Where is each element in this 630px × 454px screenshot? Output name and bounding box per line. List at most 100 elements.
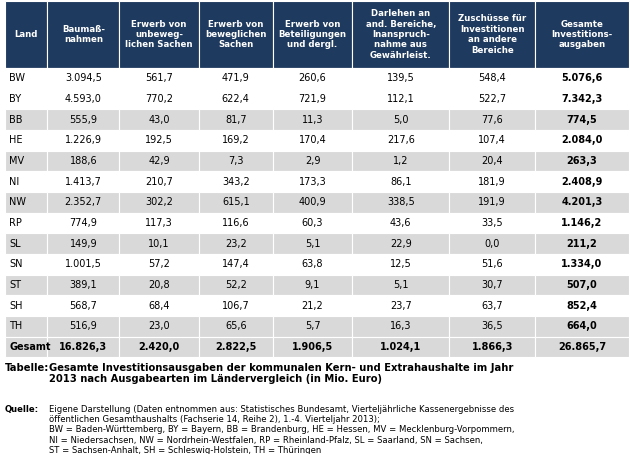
Text: RP: RP bbox=[9, 218, 22, 228]
Text: 2.352,7: 2.352,7 bbox=[65, 197, 102, 207]
Bar bbox=[535, 172, 629, 192]
Text: 107,4: 107,4 bbox=[478, 135, 506, 145]
Bar bbox=[47, 275, 119, 295]
Text: 1.866,3: 1.866,3 bbox=[471, 342, 513, 352]
Text: 20,8: 20,8 bbox=[148, 280, 170, 290]
Bar bbox=[5, 275, 47, 295]
Text: 43,0: 43,0 bbox=[148, 115, 170, 125]
Text: 173,3: 173,3 bbox=[299, 177, 326, 187]
Text: ST: ST bbox=[9, 280, 21, 290]
Bar bbox=[5, 212, 47, 233]
Text: 2.408,9: 2.408,9 bbox=[561, 177, 603, 187]
Text: 86,1: 86,1 bbox=[390, 177, 411, 187]
Text: 5,7: 5,7 bbox=[305, 321, 320, 331]
Text: 774,5: 774,5 bbox=[566, 115, 597, 125]
Bar bbox=[449, 89, 535, 109]
Bar bbox=[47, 151, 119, 171]
Bar bbox=[47, 1, 119, 68]
Text: 260,6: 260,6 bbox=[299, 74, 326, 84]
Bar bbox=[199, 109, 273, 130]
Text: 5,0: 5,0 bbox=[393, 115, 408, 125]
Bar bbox=[273, 254, 352, 275]
Bar bbox=[535, 130, 629, 151]
Text: BB: BB bbox=[9, 115, 23, 125]
Text: 1.413,7: 1.413,7 bbox=[65, 177, 102, 187]
Bar bbox=[47, 192, 119, 212]
Text: 12,5: 12,5 bbox=[390, 259, 411, 269]
Bar bbox=[273, 337, 352, 357]
Text: 210,7: 210,7 bbox=[145, 177, 173, 187]
Text: SL: SL bbox=[9, 239, 21, 249]
Bar bbox=[119, 130, 199, 151]
Text: 147,4: 147,4 bbox=[222, 259, 249, 269]
Bar bbox=[47, 109, 119, 130]
Bar bbox=[273, 1, 352, 68]
Bar bbox=[352, 296, 449, 316]
Bar bbox=[47, 316, 119, 337]
Bar bbox=[449, 172, 535, 192]
Text: 774,9: 774,9 bbox=[69, 218, 97, 228]
Text: Erwerb von
unbeweg-
lichen Sachen: Erwerb von unbeweg- lichen Sachen bbox=[125, 20, 193, 49]
Bar bbox=[119, 1, 199, 68]
Bar bbox=[449, 109, 535, 130]
Bar bbox=[273, 172, 352, 192]
Bar bbox=[5, 337, 47, 357]
Bar bbox=[119, 212, 199, 233]
Bar bbox=[449, 1, 535, 68]
Bar bbox=[273, 130, 352, 151]
Bar bbox=[119, 337, 199, 357]
Bar bbox=[199, 1, 273, 68]
Text: 23,0: 23,0 bbox=[148, 321, 170, 331]
Bar bbox=[47, 254, 119, 275]
Text: 21,2: 21,2 bbox=[302, 301, 323, 311]
Bar bbox=[273, 192, 352, 212]
Bar bbox=[199, 316, 273, 337]
Bar bbox=[273, 68, 352, 89]
Bar bbox=[119, 254, 199, 275]
Text: 43,6: 43,6 bbox=[390, 218, 411, 228]
Text: 5,1: 5,1 bbox=[305, 239, 320, 249]
Bar bbox=[199, 275, 273, 295]
Bar bbox=[5, 151, 47, 171]
Bar bbox=[535, 254, 629, 275]
Text: Land: Land bbox=[14, 30, 38, 39]
Bar bbox=[273, 316, 352, 337]
Bar bbox=[273, 109, 352, 130]
Text: 389,1: 389,1 bbox=[69, 280, 97, 290]
Bar bbox=[449, 337, 535, 357]
Text: SN: SN bbox=[9, 259, 23, 269]
Bar bbox=[199, 130, 273, 151]
Bar bbox=[352, 89, 449, 109]
Text: 1,2: 1,2 bbox=[393, 156, 408, 166]
Bar bbox=[119, 275, 199, 295]
Bar bbox=[199, 233, 273, 254]
Text: BW: BW bbox=[9, 74, 25, 84]
Bar bbox=[273, 151, 352, 171]
Bar bbox=[199, 337, 273, 357]
Bar bbox=[119, 233, 199, 254]
Text: 106,7: 106,7 bbox=[222, 301, 249, 311]
Text: 192,5: 192,5 bbox=[145, 135, 173, 145]
Text: Tabelle:: Tabelle: bbox=[5, 363, 49, 373]
Text: 263,3: 263,3 bbox=[566, 156, 597, 166]
Bar bbox=[47, 172, 119, 192]
Bar bbox=[352, 109, 449, 130]
Text: 68,4: 68,4 bbox=[148, 301, 170, 311]
Bar bbox=[535, 275, 629, 295]
Text: 170,4: 170,4 bbox=[299, 135, 326, 145]
Bar bbox=[119, 109, 199, 130]
Text: TH: TH bbox=[9, 321, 23, 331]
Bar bbox=[119, 192, 199, 212]
Text: 20,4: 20,4 bbox=[481, 156, 503, 166]
Text: 191,9: 191,9 bbox=[478, 197, 506, 207]
Text: 1.001,5: 1.001,5 bbox=[65, 259, 102, 269]
Text: 181,9: 181,9 bbox=[478, 177, 506, 187]
Text: 7.342,3: 7.342,3 bbox=[561, 94, 602, 104]
Bar bbox=[449, 68, 535, 89]
Bar bbox=[449, 316, 535, 337]
Text: 63,7: 63,7 bbox=[481, 301, 503, 311]
Text: Eigene Darstellung (Daten entnommen aus: Statistisches Bundesamt, Vierteljährlic: Eigene Darstellung (Daten entnommen aus:… bbox=[49, 405, 515, 454]
Bar bbox=[535, 192, 629, 212]
Text: 26.865,7: 26.865,7 bbox=[558, 342, 606, 352]
Text: 117,3: 117,3 bbox=[146, 218, 173, 228]
